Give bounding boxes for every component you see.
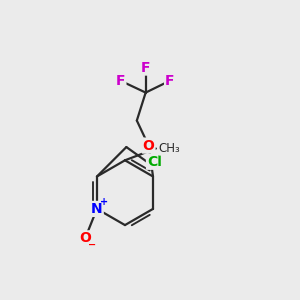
Text: Cl: Cl <box>147 155 162 169</box>
Text: N: N <box>91 202 103 216</box>
Text: F: F <box>116 74 125 88</box>
Text: F: F <box>141 61 150 75</box>
Text: CH₃: CH₃ <box>159 142 181 155</box>
Text: F: F <box>165 74 175 88</box>
Text: O: O <box>143 139 154 153</box>
Text: O: O <box>79 231 91 245</box>
Text: −: − <box>88 240 97 250</box>
Text: +: + <box>100 197 108 207</box>
